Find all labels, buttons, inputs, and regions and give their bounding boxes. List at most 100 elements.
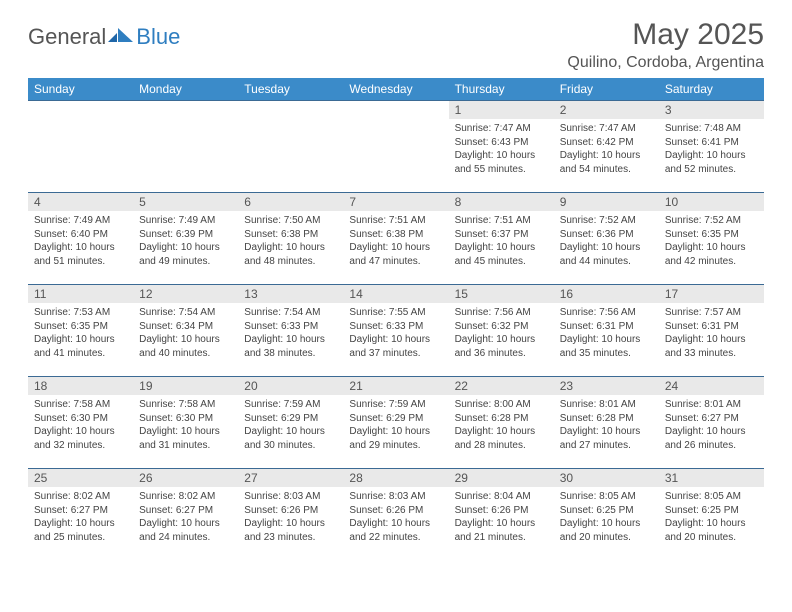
calendar-cell: 27Sunrise: 8:03 AMSunset: 6:26 PMDayligh… (238, 469, 343, 561)
brand-logo: General Blue (28, 24, 180, 50)
calendar-row: 18Sunrise: 7:58 AMSunset: 6:30 PMDayligh… (28, 377, 764, 469)
day-number: 17 (659, 285, 764, 303)
calendar-cell: 26Sunrise: 8:02 AMSunset: 6:27 PMDayligh… (133, 469, 238, 561)
day-number: 19 (133, 377, 238, 395)
calendar-cell: 22Sunrise: 8:00 AMSunset: 6:28 PMDayligh… (449, 377, 554, 469)
day-number: 22 (449, 377, 554, 395)
day-details: Sunrise: 7:54 AMSunset: 6:33 PMDaylight:… (238, 303, 343, 364)
day-details: Sunrise: 8:01 AMSunset: 6:27 PMDaylight:… (659, 395, 764, 456)
day-details: Sunrise: 7:48 AMSunset: 6:41 PMDaylight:… (659, 119, 764, 180)
calendar-cell: 16Sunrise: 7:56 AMSunset: 6:31 PMDayligh… (554, 285, 659, 377)
calendar-cell: 10Sunrise: 7:52 AMSunset: 6:35 PMDayligh… (659, 193, 764, 285)
day-details: Sunrise: 7:49 AMSunset: 6:39 PMDaylight:… (133, 211, 238, 272)
calendar-cell: 31Sunrise: 8:05 AMSunset: 6:25 PMDayligh… (659, 469, 764, 561)
brand-part2: Blue (136, 24, 180, 50)
day-details: Sunrise: 8:02 AMSunset: 6:27 PMDaylight:… (28, 487, 133, 548)
header: General Blue May 2025 Quilino, Cordoba, … (28, 18, 764, 72)
calendar-cell: 1Sunrise: 7:47 AMSunset: 6:43 PMDaylight… (449, 101, 554, 193)
calendar-row: 11Sunrise: 7:53 AMSunset: 6:35 PMDayligh… (28, 285, 764, 377)
calendar-cell: 14Sunrise: 7:55 AMSunset: 6:33 PMDayligh… (343, 285, 448, 377)
calendar-cell: 30Sunrise: 8:05 AMSunset: 6:25 PMDayligh… (554, 469, 659, 561)
day-number: 6 (238, 193, 343, 211)
day-details: Sunrise: 7:56 AMSunset: 6:32 PMDaylight:… (449, 303, 554, 364)
day-details: Sunrise: 7:47 AMSunset: 6:42 PMDaylight:… (554, 119, 659, 180)
day-number: 11 (28, 285, 133, 303)
weekday-header: Tuesday (238, 78, 343, 101)
weekday-header: Monday (133, 78, 238, 101)
day-number: 25 (28, 469, 133, 487)
day-details: Sunrise: 8:03 AMSunset: 6:26 PMDaylight:… (238, 487, 343, 548)
day-details: Sunrise: 7:52 AMSunset: 6:35 PMDaylight:… (659, 211, 764, 272)
day-number: 30 (554, 469, 659, 487)
calendar-cell: 11Sunrise: 7:53 AMSunset: 6:35 PMDayligh… (28, 285, 133, 377)
day-number: 5 (133, 193, 238, 211)
day-details: Sunrise: 7:52 AMSunset: 6:36 PMDaylight:… (554, 211, 659, 272)
day-number: 4 (28, 193, 133, 211)
day-details: Sunrise: 7:53 AMSunset: 6:35 PMDaylight:… (28, 303, 133, 364)
calendar-cell-empty (133, 101, 238, 193)
weekday-header: Sunday (28, 78, 133, 101)
calendar-cell: 2Sunrise: 7:47 AMSunset: 6:42 PMDaylight… (554, 101, 659, 193)
day-details: Sunrise: 7:51 AMSunset: 6:38 PMDaylight:… (343, 211, 448, 272)
month-title: May 2025 (567, 18, 764, 52)
weekday-header: Saturday (659, 78, 764, 101)
calendar-table: SundayMondayTuesdayWednesdayThursdayFrid… (28, 78, 764, 561)
calendar-cell: 17Sunrise: 7:57 AMSunset: 6:31 PMDayligh… (659, 285, 764, 377)
calendar-cell: 13Sunrise: 7:54 AMSunset: 6:33 PMDayligh… (238, 285, 343, 377)
calendar-row: 25Sunrise: 8:02 AMSunset: 6:27 PMDayligh… (28, 469, 764, 561)
calendar-cell: 28Sunrise: 8:03 AMSunset: 6:26 PMDayligh… (343, 469, 448, 561)
calendar-cell: 8Sunrise: 7:51 AMSunset: 6:37 PMDaylight… (449, 193, 554, 285)
day-number: 13 (238, 285, 343, 303)
day-details: Sunrise: 7:50 AMSunset: 6:38 PMDaylight:… (238, 211, 343, 272)
brand-part1: General (28, 24, 106, 50)
day-number: 18 (28, 377, 133, 395)
calendar-cell-empty (343, 101, 448, 193)
day-number: 7 (343, 193, 448, 211)
day-number: 27 (238, 469, 343, 487)
day-number: 29 (449, 469, 554, 487)
day-number: 23 (554, 377, 659, 395)
day-details: Sunrise: 7:49 AMSunset: 6:40 PMDaylight:… (28, 211, 133, 272)
day-details: Sunrise: 7:57 AMSunset: 6:31 PMDaylight:… (659, 303, 764, 364)
calendar-cell: 5Sunrise: 7:49 AMSunset: 6:39 PMDaylight… (133, 193, 238, 285)
day-details: Sunrise: 8:05 AMSunset: 6:25 PMDaylight:… (659, 487, 764, 548)
calendar-body: 1Sunrise: 7:47 AMSunset: 6:43 PMDaylight… (28, 101, 764, 561)
weekday-header: Wednesday (343, 78, 448, 101)
day-details: Sunrise: 8:03 AMSunset: 6:26 PMDaylight:… (343, 487, 448, 548)
brand-flag-icon (108, 24, 134, 50)
calendar-cell: 4Sunrise: 7:49 AMSunset: 6:40 PMDaylight… (28, 193, 133, 285)
calendar-row: 4Sunrise: 7:49 AMSunset: 6:40 PMDaylight… (28, 193, 764, 285)
day-details: Sunrise: 8:00 AMSunset: 6:28 PMDaylight:… (449, 395, 554, 456)
day-details: Sunrise: 7:58 AMSunset: 6:30 PMDaylight:… (133, 395, 238, 456)
day-details: Sunrise: 7:47 AMSunset: 6:43 PMDaylight:… (449, 119, 554, 180)
weekday-header: Friday (554, 78, 659, 101)
calendar-cell: 19Sunrise: 7:58 AMSunset: 6:30 PMDayligh… (133, 377, 238, 469)
day-details: Sunrise: 7:56 AMSunset: 6:31 PMDaylight:… (554, 303, 659, 364)
day-number: 24 (659, 377, 764, 395)
calendar-cell: 6Sunrise: 7:50 AMSunset: 6:38 PMDaylight… (238, 193, 343, 285)
day-number: 9 (554, 193, 659, 211)
calendar-cell: 9Sunrise: 7:52 AMSunset: 6:36 PMDaylight… (554, 193, 659, 285)
calendar-cell: 25Sunrise: 8:02 AMSunset: 6:27 PMDayligh… (28, 469, 133, 561)
calendar-cell: 24Sunrise: 8:01 AMSunset: 6:27 PMDayligh… (659, 377, 764, 469)
calendar-cell: 12Sunrise: 7:54 AMSunset: 6:34 PMDayligh… (133, 285, 238, 377)
calendar-cell: 21Sunrise: 7:59 AMSunset: 6:29 PMDayligh… (343, 377, 448, 469)
day-details: Sunrise: 7:58 AMSunset: 6:30 PMDaylight:… (28, 395, 133, 456)
day-number: 8 (449, 193, 554, 211)
day-details: Sunrise: 7:59 AMSunset: 6:29 PMDaylight:… (238, 395, 343, 456)
calendar-cell-empty (238, 101, 343, 193)
calendar-row: 1Sunrise: 7:47 AMSunset: 6:43 PMDaylight… (28, 101, 764, 193)
day-number: 3 (659, 101, 764, 119)
calendar-cell-empty (28, 101, 133, 193)
calendar-cell: 20Sunrise: 7:59 AMSunset: 6:29 PMDayligh… (238, 377, 343, 469)
day-number: 12 (133, 285, 238, 303)
day-number: 2 (554, 101, 659, 119)
day-details: Sunrise: 8:04 AMSunset: 6:26 PMDaylight:… (449, 487, 554, 548)
weekday-header: Thursday (449, 78, 554, 101)
day-details: Sunrise: 7:59 AMSunset: 6:29 PMDaylight:… (343, 395, 448, 456)
title-block: May 2025 Quilino, Cordoba, Argentina (567, 18, 764, 72)
day-number: 10 (659, 193, 764, 211)
day-details: Sunrise: 7:51 AMSunset: 6:37 PMDaylight:… (449, 211, 554, 272)
day-number: 31 (659, 469, 764, 487)
calendar-cell: 3Sunrise: 7:48 AMSunset: 6:41 PMDaylight… (659, 101, 764, 193)
